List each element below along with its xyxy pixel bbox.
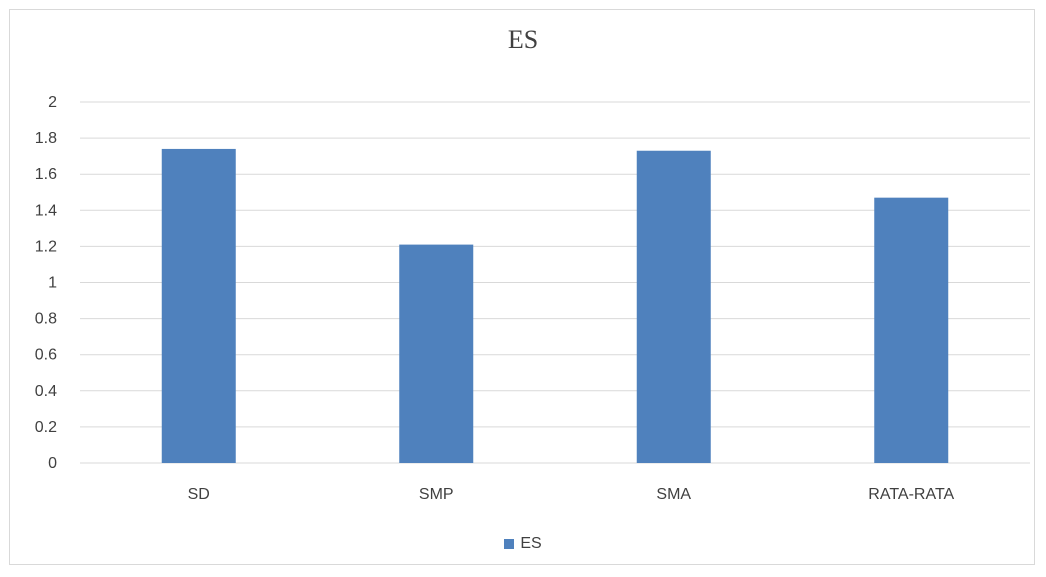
x-tick-label: SMP xyxy=(419,486,454,503)
y-tick-label: 1.6 xyxy=(35,166,57,183)
y-tick-label: 0.2 xyxy=(35,419,57,436)
y-tick-label: 1.2 xyxy=(35,238,57,255)
bar xyxy=(161,148,236,463)
bar xyxy=(399,244,474,463)
y-tick-label: 2 xyxy=(48,94,57,111)
y-tick-label: 0.4 xyxy=(35,383,57,400)
y-tick-label: 0.6 xyxy=(35,347,57,364)
gridlines xyxy=(80,101,1030,464)
x-tick-label: SMA xyxy=(656,486,691,503)
legend-label: ES xyxy=(520,535,542,552)
y-axis-ticks: 0 0.2 0.4 0.6 0.8 1 1.2 1.4 1.6 1.8 2 xyxy=(35,94,57,472)
bars xyxy=(161,148,949,464)
bar xyxy=(874,197,949,464)
y-tick-label: 0.8 xyxy=(35,311,57,328)
y-tick-label: 0 xyxy=(48,455,57,472)
y-tick-label: 1.4 xyxy=(35,202,57,219)
legend-swatch xyxy=(504,539,515,549)
x-tick-label: SD xyxy=(188,486,210,503)
y-tick-label: 1 xyxy=(48,275,57,292)
x-tick-label: RATA-RATA xyxy=(868,486,954,503)
chart-title: ES xyxy=(507,25,539,54)
x-axis-ticks: SD SMP SMA RATA-RATA xyxy=(188,486,955,503)
bar xyxy=(636,150,711,464)
y-tick-label: 1.8 xyxy=(35,130,57,147)
legend: ES xyxy=(0,536,1046,552)
